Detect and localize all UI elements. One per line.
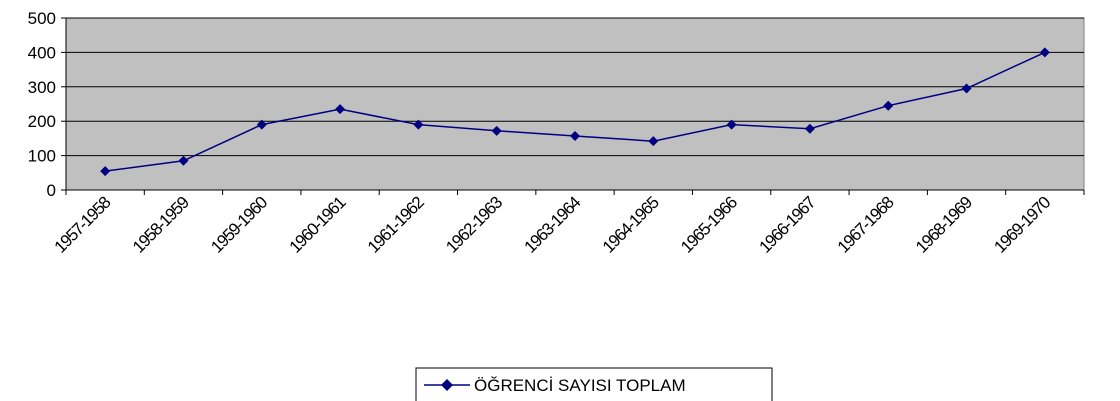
series-group [100,47,1050,177]
data-point [804,123,815,134]
x-axis: 1957-1958 1958-1959 1959-1960 1960-1961 1961… [51,189,1085,257]
data-point [570,130,580,141]
data-point [256,119,267,130]
data-point [648,136,659,147]
x-tick-label: 1961-1962 [364,193,428,257]
data-point [100,166,111,177]
x-tick-label: 1958-1959 [129,193,193,257]
x-tick-label: 1965-1966 [677,193,741,257]
legend-label: ÖĞRENCİ SAYISI TOPLAM [474,376,686,395]
x-tick-label: 1964-1965 [599,193,663,257]
data-point [413,119,424,130]
data-point [726,119,737,130]
plot-area [65,17,1085,191]
x-tick-label: 1966-1967 [755,193,819,257]
data-point [491,125,502,136]
x-tick-label: 1967-1968 [834,193,898,257]
y-tick-label: 200 [28,112,56,131]
y-tick-label: 400 [28,43,56,62]
legend-marker-diamond [441,379,453,391]
x-tick-label: 1957-1958 [51,193,115,257]
gridlines [66,17,1084,157]
legend: ÖĞRENCİ SAYISI TOPLAM [415,367,773,401]
data-point [178,155,189,166]
data-point [961,83,972,94]
x-tick-label: 1959-1960 [207,193,271,257]
y-tick-label: 500 [28,9,56,28]
x-tick-label: 1962-1963 [442,193,506,257]
data-point [335,104,346,115]
data-point [1039,47,1050,58]
data-point [883,100,894,111]
x-tick-label: 1960-1961 [286,193,350,257]
y-tick-label: 0 [47,181,56,200]
x-tick-label: 1963-1964 [521,193,585,257]
y-tick-label: 300 [28,78,56,97]
x-tick-label: 1969-1970 [990,193,1054,257]
y-tick-label: 100 [28,147,56,166]
y-axis: 0 100 200 300 400 500 [28,9,67,200]
x-tick-label: 1968-1969 [912,193,976,257]
legend-box [415,367,773,401]
